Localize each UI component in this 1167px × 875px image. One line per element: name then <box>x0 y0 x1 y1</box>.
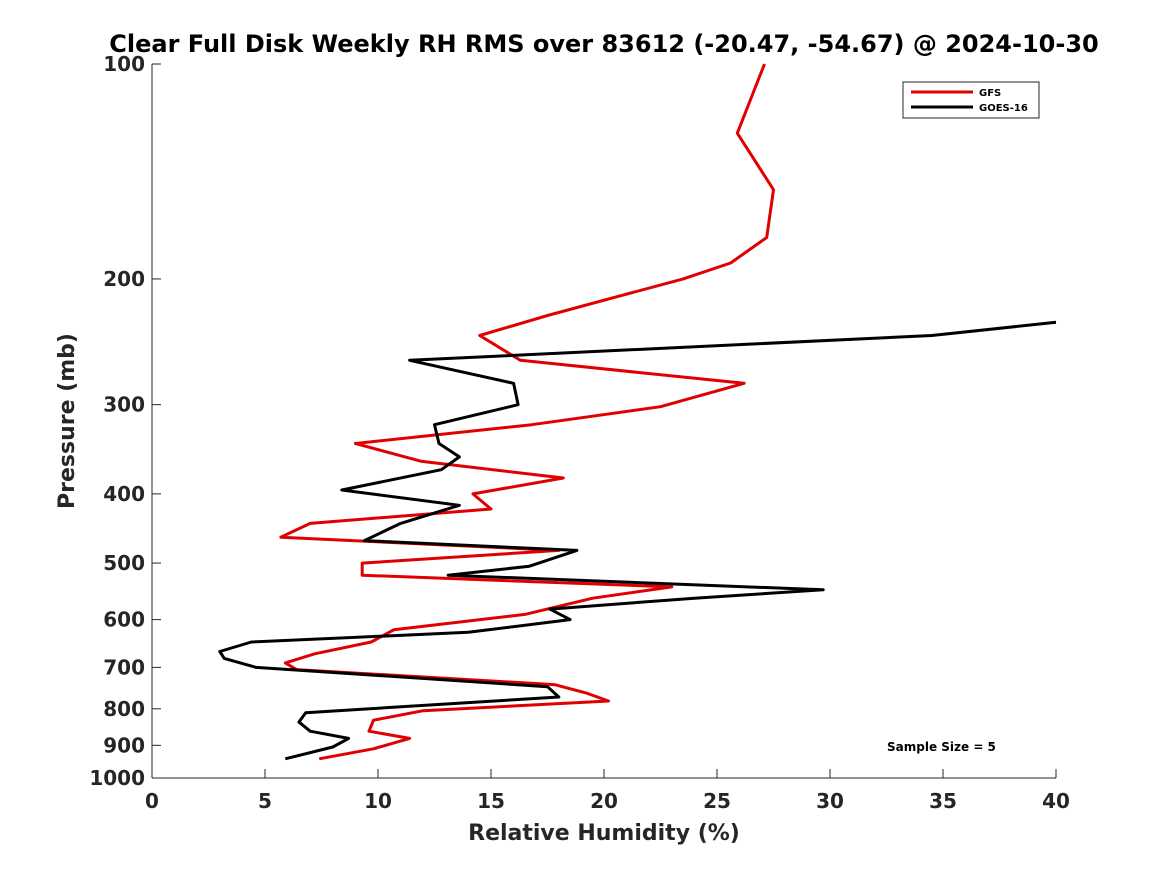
legend: GFS GOES-16 <box>902 81 1040 119</box>
axes: 0 5 10 15 20 25 30 35 40 100 200 300 400 500 600 700 800… <box>89 52 1070 813</box>
sample-size-annotation: Sample Size = 5 <box>887 740 996 754</box>
x-tick-label: 35 <box>929 789 957 813</box>
x-tick-label: 5 <box>258 789 272 813</box>
y-tick-label: 800 <box>103 697 145 721</box>
x-tick-label: 0 <box>145 789 159 813</box>
x-tick-label: 10 <box>364 789 392 813</box>
series-layer <box>218 63 1057 761</box>
y-tick-label: 700 <box>103 655 145 679</box>
y-axis-label: Pressure (mb) <box>55 333 80 509</box>
y-tick-label: 1000 <box>89 766 145 790</box>
y-tick-label: 200 <box>103 267 145 291</box>
x-tick-label: 20 <box>590 789 618 813</box>
legend-box <box>902 81 1040 119</box>
series-line-goes-16 <box>218 320 1057 761</box>
x-tick-label: 30 <box>816 789 844 813</box>
legend-label: GFS <box>979 88 1001 99</box>
x-tick-label: 15 <box>477 789 505 813</box>
y-tick-label: 300 <box>103 393 145 417</box>
y-tick-label: 400 <box>103 482 145 506</box>
x-tick-label: 25 <box>703 789 731 813</box>
y-tick-label: 600 <box>103 608 145 632</box>
chart-title: Clear Full Disk Weekly RH RMS over 83612… <box>109 30 1098 58</box>
x-tick-label: 40 <box>1042 789 1070 813</box>
y-tick-label: 500 <box>103 551 145 575</box>
y-tick-label: 100 <box>103 52 145 76</box>
x-axis-label: Relative Humidity (%) <box>468 821 740 846</box>
legend-label: GOES-16 <box>979 103 1028 114</box>
y-tick-label: 900 <box>103 733 145 757</box>
